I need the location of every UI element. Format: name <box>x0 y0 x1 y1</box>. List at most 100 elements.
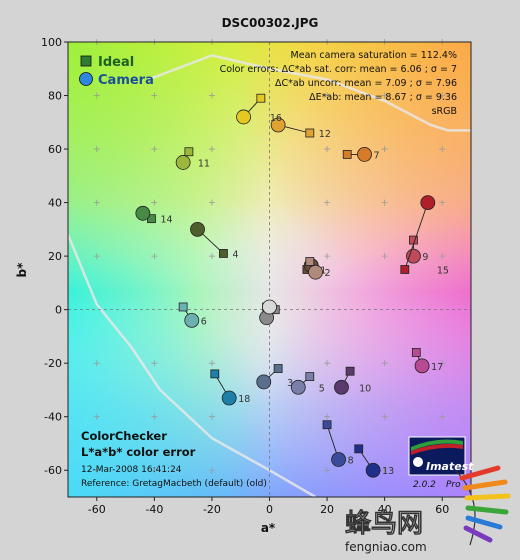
error-line <box>404 202 429 270</box>
patch-label: 2 <box>325 268 331 279</box>
y-tick-label: -60 <box>44 464 62 477</box>
grid-cross <box>93 413 100 420</box>
camera-point <box>406 248 421 264</box>
grid-cross <box>93 360 100 367</box>
grid-cross <box>324 467 331 474</box>
ideal-point <box>184 147 194 157</box>
y-tick-label: 20 <box>48 250 62 263</box>
ideal-point <box>400 265 410 274</box>
camera-point <box>190 221 205 237</box>
patch-label: 5 <box>319 383 325 394</box>
grid-cross <box>151 413 158 420</box>
ideal-point <box>210 369 220 379</box>
patch-label: 14 <box>160 215 172 226</box>
patch-label: 4 <box>232 249 238 260</box>
x-tick-label: 40 <box>378 503 392 516</box>
camera-point <box>175 155 191 170</box>
patch-label: 10 <box>359 383 371 394</box>
grid-cross <box>93 467 100 474</box>
patch-label: 11 <box>198 158 210 169</box>
x-tick-label: 60 <box>435 503 449 516</box>
grid-cross <box>439 253 446 260</box>
camera-point <box>331 452 346 467</box>
camera-point <box>135 205 151 221</box>
camera-point <box>256 374 272 390</box>
x-tick-label: -20 <box>203 503 221 516</box>
grid-cross <box>324 146 331 153</box>
camera-point <box>414 358 430 374</box>
ideal-point <box>345 366 355 376</box>
grid-cross <box>381 92 388 99</box>
y-tick-label: 60 <box>48 143 62 156</box>
grid-cross <box>439 92 446 99</box>
logo-name: Imatest <box>426 460 474 473</box>
grid-cross <box>208 413 215 420</box>
x-tick-label: -40 <box>145 503 163 516</box>
grid-cross <box>151 253 158 260</box>
grid-cross <box>151 146 158 153</box>
patch-label: 18 <box>238 394 250 405</box>
x-tick-label: 0 <box>266 503 273 516</box>
patch-label: 15 <box>437 266 449 277</box>
patch-label: 6 <box>201 316 207 327</box>
ideal-point <box>411 348 421 357</box>
grid-cross <box>93 92 100 99</box>
grid-cross <box>324 92 331 99</box>
patch-label: 12 <box>319 129 331 140</box>
grid-cross <box>381 253 388 260</box>
camera-point <box>262 299 277 315</box>
footer-date: 12-Mar-2008 16:41:24 <box>81 465 182 475</box>
logo-version: 2.0.2 <box>413 480 436 490</box>
info-line-saturation: Mean camera saturation = 112.4% <box>291 50 457 61</box>
camera-point <box>334 379 349 395</box>
grid-cross <box>151 360 158 367</box>
patch-label: 1 <box>320 266 326 277</box>
ideal-point <box>322 420 332 430</box>
watermark: 蜂鸟网 fengniao.com <box>345 465 511 554</box>
camera-point <box>365 462 381 478</box>
grid-cross <box>381 413 388 420</box>
grid-cross <box>93 146 100 153</box>
legend: Ideal Camera <box>79 55 154 88</box>
legend-ideal-label: Ideal <box>98 55 134 70</box>
grid-cross <box>208 146 215 153</box>
camera-point <box>184 312 200 328</box>
y-axis-label: b* <box>15 262 29 278</box>
camera-point <box>420 195 436 210</box>
x-axis-label: a* <box>261 521 276 535</box>
grid-cross <box>381 360 388 367</box>
legend-ideal-marker <box>80 55 92 67</box>
patch-label: 9 <box>422 252 428 263</box>
grid-cross <box>439 360 446 367</box>
grid-cross <box>381 146 388 153</box>
info-box: Mean camera saturation = 112.4% Color er… <box>220 50 457 117</box>
imatest-logo: Imatest 2.0.2 Pro <box>408 436 474 490</box>
camera-point <box>270 117 286 133</box>
info-line-colorspace: sRGB <box>432 106 457 117</box>
patch-label: 3 <box>287 378 293 389</box>
watermark-feather-icon <box>454 465 511 546</box>
ideal-point <box>256 93 266 103</box>
info-line-de: ΔE*ab: mean = 8.67 ; σ = 9.36 <box>309 92 457 103</box>
grid-cross <box>208 92 215 99</box>
ideal-point <box>342 150 352 159</box>
grid-cross <box>93 199 100 206</box>
camera-point <box>357 147 372 162</box>
ideal-point <box>305 128 315 138</box>
ideal-point <box>178 302 188 312</box>
x-tick-label: -60 <box>88 503 106 516</box>
chart-title: DSC00302.JPG <box>222 16 319 30</box>
patch-label: 17 <box>431 362 443 373</box>
watermark-chinese: 蜂鸟网 <box>345 508 423 539</box>
grid-cross <box>208 199 215 206</box>
grid-cross <box>208 467 215 474</box>
ideal-point <box>305 372 315 381</box>
ideal-point <box>219 249 228 258</box>
y-tick-label: 100 <box>41 36 62 49</box>
y-tick-label: 40 <box>48 197 62 210</box>
watermark-url: fengniao.com <box>345 540 427 554</box>
ideal-point <box>305 257 315 266</box>
gamut-boundary-top <box>148 54 471 132</box>
grid-cross <box>324 360 331 367</box>
